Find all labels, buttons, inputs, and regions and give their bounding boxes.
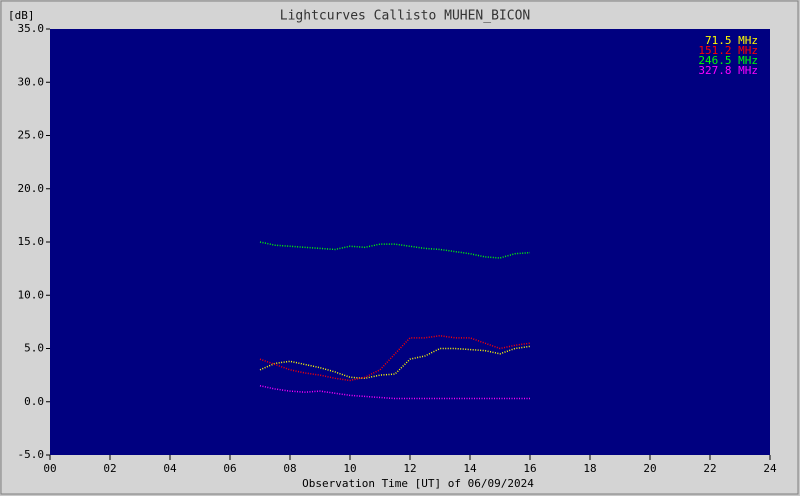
x-tick-label: 04 [163,462,177,475]
x-tick-label: 02 [103,462,116,475]
plot-area [50,29,770,455]
legend-entry: 151.2 MHz [698,44,758,57]
x-tick-label: 24 [763,462,777,475]
y-tick-label: 30.0 [18,75,45,88]
y-tick-label: -5.0 [18,448,45,461]
y-tick-label: 0.0 [24,395,44,408]
x-tick-label: 06 [223,462,236,475]
x-tick-label: 00 [43,462,56,475]
x-tick-label: 18 [583,462,596,475]
y-tick-label: 10.0 [18,288,45,301]
x-tick-label: 10 [343,462,356,475]
x-tick-label: 08 [283,462,296,475]
x-tick-label: 12 [403,462,416,475]
legend-entry: 246.5 MHz [698,54,758,67]
y-tick-label: 20.0 [18,182,45,195]
y-tick-label: 5.0 [24,342,44,355]
y-tick-label: 35.0 [18,22,45,35]
y-tick-label: 15.0 [18,235,45,248]
x-tick-label: 16 [523,462,536,475]
x-tick-label: 14 [463,462,477,475]
x-tick-label: 20 [643,462,656,475]
y-axis-label: [dB] [8,9,35,22]
x-axis-label: Observation Time [UT] of 06/09/2024 [302,477,534,490]
y-tick-label: 25.0 [18,129,45,142]
series-line [259,241,531,259]
legend-entry: 327.8 MHz [698,64,758,77]
x-tick-label: 22 [703,462,716,475]
legend-entry: 71.5 MHz [705,34,758,47]
chart-title: Lightcurves Callisto MUHEN_BICON [280,9,530,24]
series-line [259,385,530,400]
